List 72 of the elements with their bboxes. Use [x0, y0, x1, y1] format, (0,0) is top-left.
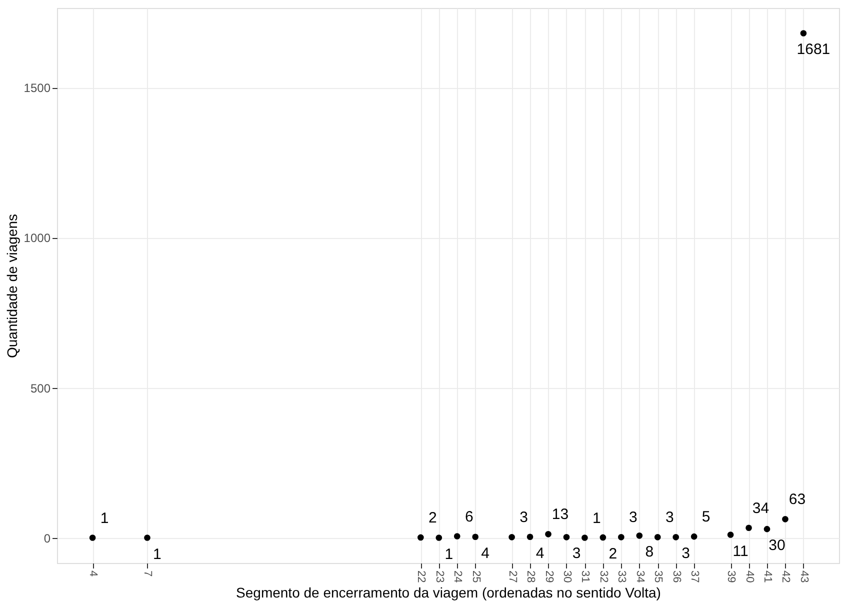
- x-tick-label: 30: [560, 570, 573, 583]
- point: [764, 526, 770, 532]
- data-label: 30: [768, 537, 786, 554]
- data-label: 1: [444, 546, 454, 563]
- x-tick-label: 4: [87, 570, 100, 577]
- x-tick-label: 24: [452, 570, 464, 583]
- data-label: 11: [732, 542, 748, 560]
- x-tick-label: 41: [762, 570, 774, 583]
- x-tick-label: 35: [652, 570, 664, 583]
- x-tick-label: 37: [688, 570, 701, 583]
- data-label: 2: [428, 509, 437, 526]
- y-tick-label: 500: [30, 381, 51, 396]
- point: [690, 533, 698, 540]
- data-label: 6: [464, 508, 474, 526]
- point: [454, 533, 460, 540]
- point: [782, 516, 788, 522]
- x-tick-label: 36: [670, 570, 682, 583]
- point: [563, 534, 570, 540]
- point: [144, 534, 150, 541]
- point: [545, 531, 552, 538]
- x-tick-label: 40: [743, 570, 756, 583]
- point: [618, 534, 624, 540]
- x-tick-label: 34: [634, 570, 646, 583]
- data-label: 3: [682, 545, 690, 562]
- data-label: 3: [629, 509, 638, 526]
- x-tick-label: 31: [579, 570, 592, 583]
- x-axis-title: Segmento de encerramento da viagem (ordenadas no sentido Volta): [236, 584, 661, 601]
- x-tick-label: 23: [433, 570, 446, 583]
- data-label: 63: [788, 491, 806, 508]
- x-tick-label: 25: [470, 570, 482, 583]
- data-label: 3: [520, 509, 528, 526]
- y-tick-label: 1500: [24, 81, 51, 96]
- x-tick-label: 43: [798, 570, 810, 583]
- x-tick-label: 39: [725, 570, 738, 583]
- point: [582, 534, 588, 541]
- point: [654, 534, 661, 540]
- data-label: 13: [552, 506, 569, 524]
- x-tick-label: 32: [597, 570, 610, 583]
- y-axis-title: Quantidade de viagens: [4, 214, 20, 358]
- data-label: 1: [100, 510, 109, 527]
- data-label: 1681: [796, 41, 830, 58]
- point: [746, 524, 752, 532]
- data-label: 1: [153, 546, 162, 563]
- x-tick-label: 33: [616, 570, 628, 583]
- point: [417, 534, 424, 541]
- x-tick-label: 28: [524, 570, 537, 583]
- x-tick-label: 29: [542, 570, 555, 583]
- point: [600, 534, 606, 541]
- point: [89, 534, 96, 541]
- point: [436, 534, 442, 541]
- point: [472, 534, 479, 540]
- y-tick-label: 1000: [24, 231, 51, 246]
- x-tick-label: 27: [506, 570, 518, 583]
- x-tick-label: 22: [415, 570, 428, 583]
- data-label: 4: [536, 544, 544, 562]
- point: [672, 534, 680, 540]
- x-tick-label: 7: [142, 570, 154, 577]
- data-label: 3: [572, 545, 581, 562]
- point: [727, 532, 734, 538]
- point: [508, 534, 515, 540]
- data-label: 8: [645, 544, 654, 561]
- point: [526, 534, 534, 540]
- data-label: 3: [665, 509, 674, 526]
- data-label: 1: [592, 510, 601, 527]
- data-label: 2: [608, 545, 618, 562]
- y-tick-label: 0: [44, 532, 51, 546]
- point: [636, 532, 643, 539]
- data-label: 5: [702, 508, 710, 526]
- point: [800, 30, 807, 36]
- data-label: 4: [481, 544, 490, 562]
- data-label: 34: [752, 500, 770, 517]
- x-tick-label: 42: [780, 570, 792, 583]
